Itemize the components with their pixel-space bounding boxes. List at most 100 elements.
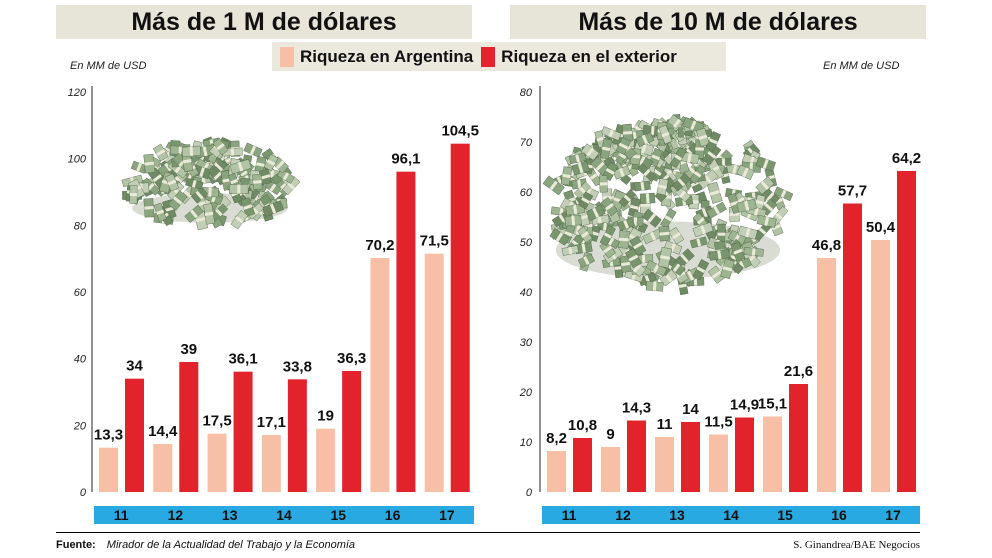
- data-label-argentina: 15,1: [758, 396, 787, 413]
- money-bundle: [705, 131, 721, 152]
- money-bundle: [637, 163, 657, 183]
- money-bundle: [736, 164, 755, 180]
- data-label-exterior: 14: [682, 401, 699, 418]
- money-bundle: [152, 143, 169, 162]
- money-bundle: [564, 215, 582, 227]
- money-bundle: [574, 242, 593, 255]
- money-bundle: [577, 191, 594, 210]
- bar-chart-left: 0 20 40 60 80 100 120 13,3 34 11 14,4 39 12 17,5 36,1 1…: [68, 86, 479, 524]
- money-bundle: [168, 190, 188, 211]
- money-bundle: [230, 209, 249, 230]
- data-label-exterior: 34: [126, 358, 143, 375]
- bar-argentina: [370, 258, 390, 492]
- x-tick-label: 13: [222, 507, 238, 523]
- data-label-exterior: 57,7: [838, 183, 867, 200]
- money-bundle: [143, 198, 155, 218]
- money-bundle: [658, 124, 673, 145]
- money-bundle: [577, 226, 593, 243]
- y-tick-label: 80: [74, 220, 87, 232]
- money-bundle: [697, 169, 719, 189]
- money-bundle: [185, 178, 204, 190]
- y-tick-label: 50: [520, 237, 533, 249]
- data-label-argentina: 17,5: [202, 413, 231, 430]
- money-bundle: [243, 142, 263, 158]
- money-bundle: [720, 258, 735, 280]
- money-bundle: [240, 197, 256, 217]
- data-label-argentina: 46,8: [812, 237, 841, 254]
- money-bundle: [641, 208, 662, 228]
- footer-divider: [56, 532, 920, 533]
- data-label-argentina: 11,5: [704, 414, 732, 431]
- legend-swatch-exterior: [481, 46, 496, 67]
- bar-exterior: [179, 362, 199, 492]
- data-label-exterior: 21,6: [784, 363, 813, 380]
- bar-exterior: [681, 422, 700, 492]
- x-tick-label: 15: [330, 507, 346, 523]
- x-tick-label: 11: [114, 507, 129, 523]
- x-tick-label: 14: [723, 507, 739, 523]
- money-bundle: [143, 153, 156, 174]
- money-bundle: [565, 203, 586, 216]
- money-bundle: [689, 164, 707, 185]
- money-bundle: [568, 152, 587, 165]
- data-label-exterior: 64,2: [892, 150, 921, 167]
- money-bundle: [635, 131, 655, 147]
- y-tick-label: 100: [68, 154, 87, 166]
- bar-exterior: [450, 143, 470, 492]
- money-bundle: [706, 201, 727, 219]
- money-bundle: [549, 227, 570, 246]
- data-label-argentina: 9: [606, 426, 614, 443]
- bar-argentina: [99, 447, 118, 492]
- money-bundle: [542, 175, 565, 196]
- money-bundle: [615, 137, 632, 155]
- bar-argentina: [601, 447, 620, 492]
- bar-chart-right: 0 10 20 30 40 50 60 70 80 8,210,8 11 9 14,3 12 11 14 13 1…: [519, 86, 921, 524]
- bar-exterior: [573, 438, 592, 492]
- legend-swatch-argentina: [280, 46, 294, 67]
- money-bundle: [229, 184, 249, 194]
- x-tick-label: 17: [885, 507, 901, 523]
- money-bundle: [281, 176, 301, 196]
- money-bundle: [212, 137, 229, 156]
- legend-label-exterior: Riqueza en el exterior: [501, 46, 677, 66]
- y-tick-label: 80: [520, 87, 533, 99]
- money-stack-large-image: [542, 113, 794, 296]
- chart-title-right: Más de 10 M de dólares: [510, 5, 926, 39]
- bar-exterior: [627, 420, 646, 492]
- money-bundle: [181, 145, 202, 157]
- money-bundle: [571, 161, 590, 176]
- bar-exterior: [125, 378, 144, 492]
- money-bundle: [715, 157, 732, 166]
- x-tick-label: 13: [669, 507, 685, 523]
- money-bundle: [600, 126, 622, 141]
- money-bundle: [618, 189, 637, 208]
- data-label-exterior: 96,1: [391, 151, 420, 168]
- money-bundle: [682, 116, 705, 134]
- money-bundle: [692, 259, 710, 281]
- money-bundle: [629, 235, 647, 256]
- y-tick-label: 0: [526, 487, 533, 499]
- money-bundle: [580, 143, 600, 161]
- x-tick-label: 12: [615, 507, 631, 523]
- footer-credit: S. Ginandrea/BAE Negocios: [793, 539, 920, 551]
- legend-label-argentina: Riqueza en Argentina: [300, 46, 474, 66]
- money-bundle: [656, 178, 669, 196]
- data-label-argentina: 70,2: [365, 237, 394, 254]
- y-tick-label: 120: [68, 87, 87, 99]
- money-bundle: [645, 260, 668, 277]
- unit-label-right: En MM de USD: [823, 60, 900, 72]
- money-bundle: [671, 172, 691, 192]
- x-tick-label: 11: [562, 507, 577, 523]
- money-bundle: [612, 165, 631, 180]
- money-bundle: [692, 222, 714, 238]
- money-bundle: [773, 186, 794, 202]
- y-tick-label: 70: [520, 137, 533, 149]
- money-bundle: [754, 194, 766, 211]
- money-bundle: [640, 192, 656, 204]
- money-bundle: [743, 247, 764, 257]
- bar-exterior: [233, 371, 253, 492]
- money-bundle: [600, 138, 613, 160]
- x-tick-label: 15: [777, 507, 793, 523]
- x-tick-label: 17: [439, 507, 455, 523]
